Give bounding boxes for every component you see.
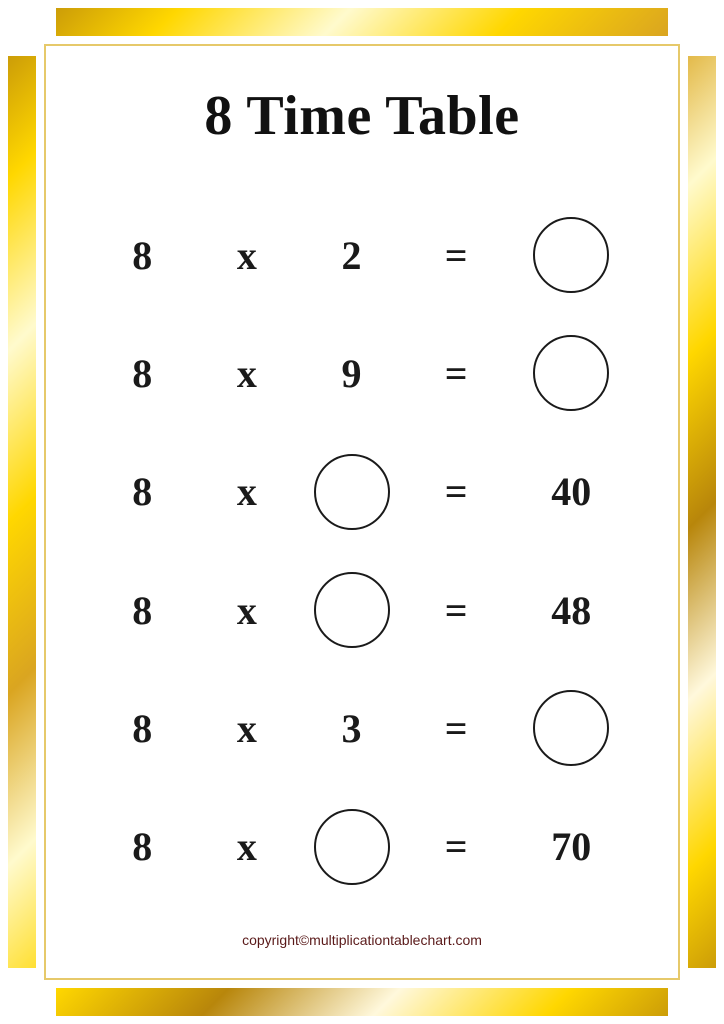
operator-x: x	[195, 823, 300, 870]
operand: 3	[299, 705, 404, 752]
worksheet-panel: 8 Time Table 8 x 2 = 8 x 9 = 8 x =	[36, 36, 688, 988]
equals-sign: =	[404, 587, 509, 634]
operand: 2	[299, 232, 404, 279]
result: 48	[508, 587, 634, 634]
answer-blank[interactable]	[508, 690, 634, 766]
equals-sign: =	[404, 823, 509, 870]
equation-row: 8 x = 40	[90, 454, 634, 530]
page-title: 8 Time Table	[90, 84, 634, 148]
multiplier: 8	[90, 823, 195, 870]
equation-row: 8 x 9 =	[90, 335, 634, 411]
answer-blank[interactable]	[508, 217, 634, 293]
copyright-footer: copyright©multiplicationtablechart.com	[90, 926, 634, 948]
equals-sign: =	[404, 705, 509, 752]
equation-row: 8 x 3 =	[90, 690, 634, 766]
equation-row: 8 x 2 =	[90, 217, 634, 293]
frame-corner-tr	[668, 8, 716, 56]
multiplier: 8	[90, 468, 195, 515]
blank-circle-icon	[314, 809, 390, 885]
operand: 9	[299, 350, 404, 397]
blank-circle-icon	[533, 217, 609, 293]
equals-sign: =	[404, 232, 509, 279]
equation-row: 8 x = 70	[90, 809, 634, 885]
operand-blank[interactable]	[299, 454, 404, 530]
gold-frame: 8 Time Table 8 x 2 = 8 x 9 = 8 x =	[8, 8, 716, 1016]
blank-circle-icon	[533, 335, 609, 411]
blank-circle-icon	[314, 454, 390, 530]
frame-corner-bl	[8, 968, 56, 1016]
operator-x: x	[195, 350, 300, 397]
multiplier: 8	[90, 232, 195, 279]
equals-sign: =	[404, 350, 509, 397]
operator-x: x	[195, 232, 300, 279]
multiplier: 8	[90, 705, 195, 752]
frame-corner-tl	[8, 8, 56, 56]
result: 70	[508, 823, 634, 870]
operand-blank[interactable]	[299, 809, 404, 885]
equals-sign: =	[404, 468, 509, 515]
multiplier: 8	[90, 587, 195, 634]
answer-blank[interactable]	[508, 335, 634, 411]
operator-x: x	[195, 705, 300, 752]
result: 40	[508, 468, 634, 515]
multiplier: 8	[90, 350, 195, 397]
operand-blank[interactable]	[299, 572, 404, 648]
blank-circle-icon	[533, 690, 609, 766]
blank-circle-icon	[314, 572, 390, 648]
operator-x: x	[195, 587, 300, 634]
equation-list: 8 x 2 = 8 x 9 = 8 x = 40 8	[90, 196, 634, 926]
operator-x: x	[195, 468, 300, 515]
frame-corner-br	[668, 968, 716, 1016]
equation-row: 8 x = 48	[90, 572, 634, 648]
